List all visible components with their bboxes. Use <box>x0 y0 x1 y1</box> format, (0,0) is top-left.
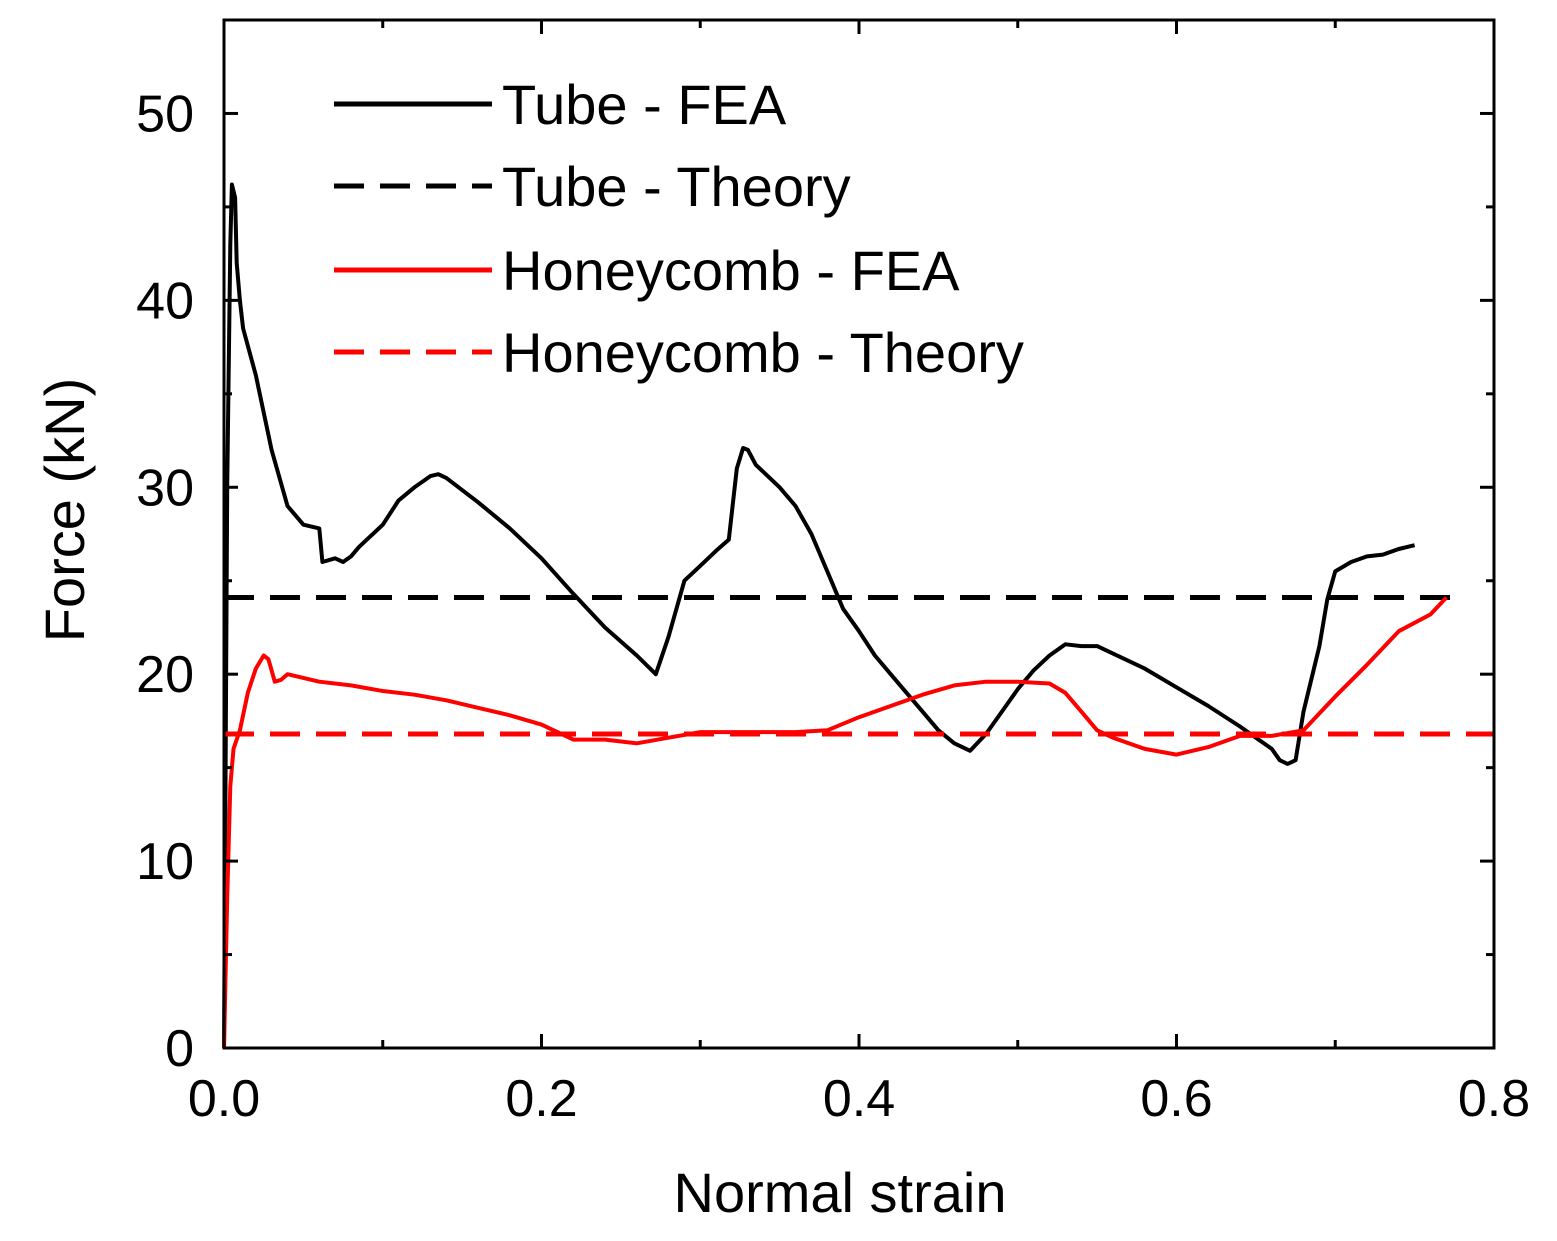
y-tick-label: 10 <box>136 833 194 891</box>
y-axis-title: Force (kN) <box>33 378 96 642</box>
legend-label: Honeycomb - Theory <box>502 321 1024 384</box>
series-line-honeycomb-fea <box>222 596 1448 1049</box>
y-tick-label: 40 <box>136 272 194 330</box>
y-tick-label: 50 <box>136 85 194 143</box>
tick-labels: 0.0 0.2 0.4 0.6 0.8 0 10 20 30 40 50 <box>136 85 1530 1128</box>
series-line-tube-fea <box>222 182 1416 1049</box>
y-tick-label: 20 <box>136 646 194 704</box>
plot-frame <box>222 18 1496 1050</box>
x-tick-label: 0.8 <box>1458 1070 1530 1128</box>
x-tick-label: 0.2 <box>505 1070 577 1128</box>
legend: Tube - FEA Tube - Theory Honeycomb - FEA Ho… <box>334 73 1024 384</box>
y-tick-label: 30 <box>136 459 194 517</box>
x-tick-label: 0.6 <box>1140 1070 1212 1128</box>
axis-ticks <box>222 18 1496 1050</box>
y-tick-label: 0 <box>165 1020 194 1078</box>
plot-lines <box>222 182 1494 1049</box>
x-tick-label: 0.0 <box>188 1070 260 1128</box>
x-axis-title: Normal strain <box>674 1161 1007 1224</box>
x-tick-label: 0.4 <box>823 1070 895 1128</box>
legend-label: Tube - Theory <box>502 155 851 218</box>
legend-label: Tube - FEA <box>502 73 787 136</box>
legend-label: Honeycomb - FEA <box>502 239 960 302</box>
